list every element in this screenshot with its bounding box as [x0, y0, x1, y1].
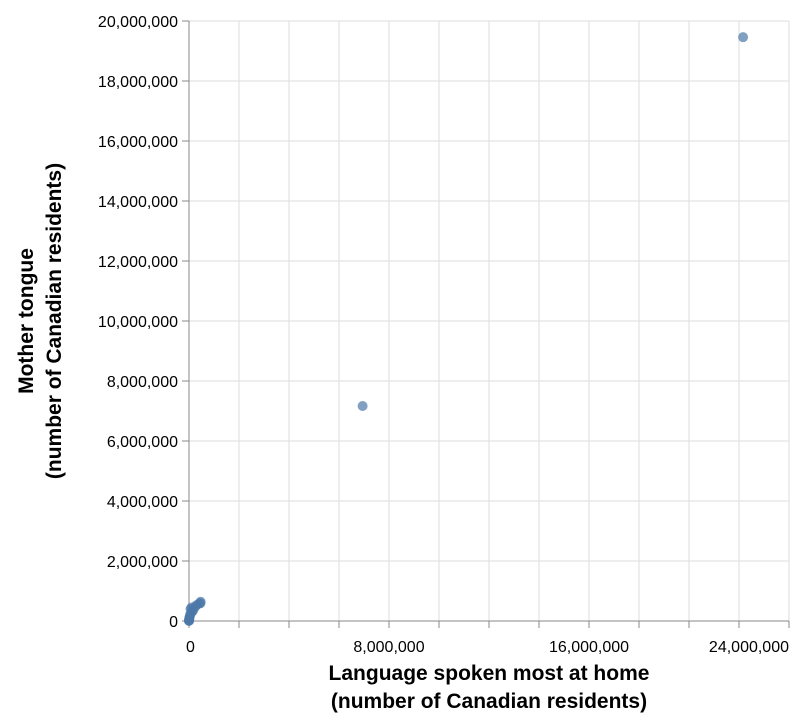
y-tick-label: 16,000,000 [98, 134, 178, 151]
y-tick-label: 18,000,000 [98, 74, 178, 91]
y-axis-ticks: 0 2,000,000 4,000,000 6,000,000 8,000,000 10,… [98, 14, 189, 631]
y-tick-label: 20,000,000 [98, 14, 178, 31]
y-tick-label: 2,000,000 [107, 554, 178, 571]
data-points [184, 32, 749, 626]
x-axis-title-line-2: (number of Canadian residents) [331, 690, 647, 713]
x-tick-label: 8,000,000 [353, 639, 424, 656]
y-tick-label: 0 [169, 614, 178, 631]
x-axis-title-line-1: Language spoken most at home [329, 662, 650, 685]
y-tick-label: 8,000,000 [107, 374, 178, 391]
x-tick-label: 16,000,000 [549, 639, 629, 656]
y-axis-title-line-2: (number of Canadian residents) [43, 163, 66, 479]
data-point [357, 400, 368, 411]
y-tick-label: 4,000,000 [107, 494, 178, 511]
x-axis-ticks: 0 8,000,000 16,000,000 24,000,000 [186, 621, 790, 656]
x-tick-label: 0 [186, 639, 195, 656]
y-tick-label: 12,000,000 [98, 254, 178, 271]
y-tick-label: 6,000,000 [107, 434, 178, 451]
y-tick-label: 10,000,000 [98, 314, 178, 331]
y-tick-label: 14,000,000 [98, 194, 178, 211]
data-point [738, 32, 749, 43]
grid [188, 20, 790, 622]
x-tick-label: 24,000,000 [709, 639, 789, 656]
data-point [184, 615, 195, 626]
y-axis-title-line-1: Mother tongue [15, 248, 38, 394]
